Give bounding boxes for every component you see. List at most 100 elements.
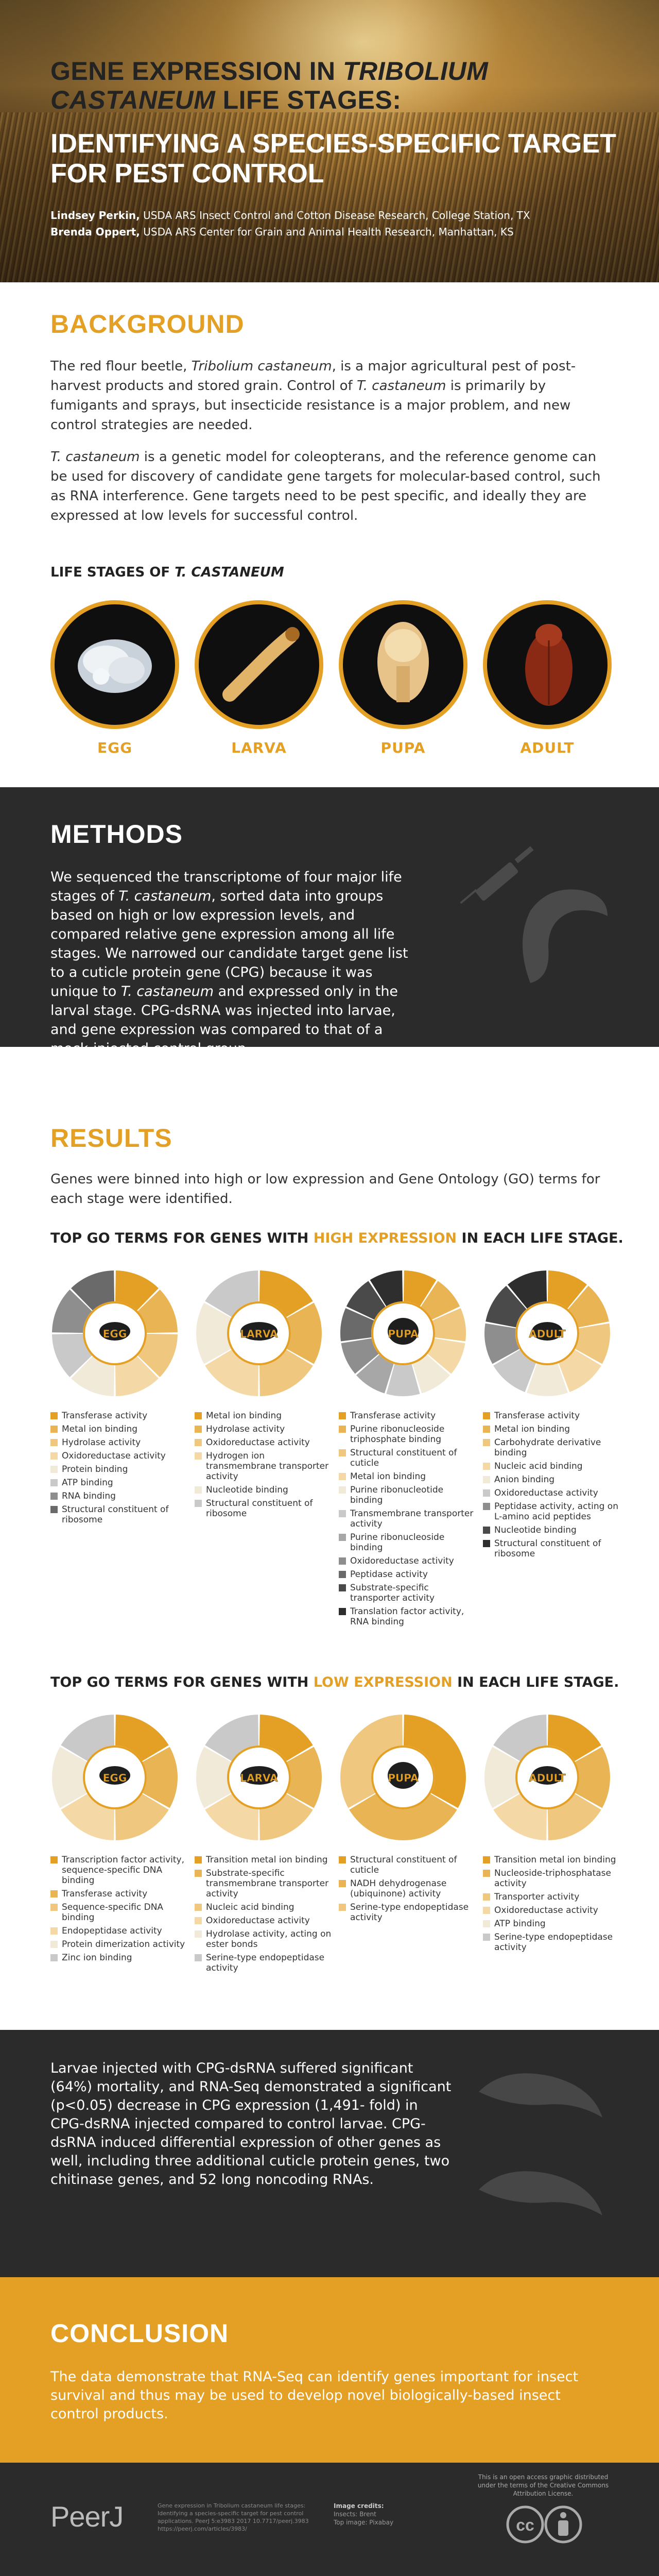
results-findings-section xyxy=(0,2030,659,2277)
legend-item: Metal ion binding xyxy=(483,1424,622,1434)
donut-slice xyxy=(137,1290,178,1333)
high-donut-pupa: PUPA xyxy=(340,1270,466,1396)
legend-label: Substrate-specific transporter activity xyxy=(350,1583,435,1603)
legend-swatch xyxy=(339,1486,346,1494)
donut-slice xyxy=(205,1349,259,1396)
legend-label: Transporter activity xyxy=(494,1892,580,1902)
conclusion-heading: CONCLUSION xyxy=(50,2319,229,2348)
donut-slice xyxy=(205,1270,259,1317)
legend-swatch xyxy=(339,1449,346,1456)
low-legend-pupa: Structural constituent of cuticle NADH de… xyxy=(339,1855,478,1926)
cc-by-license-icon[interactable]: cc xyxy=(506,2504,583,2545)
legend-label: Protein dimerization activity xyxy=(62,1939,185,1950)
license-text: This is an open access graphic distribut… xyxy=(477,2473,609,2497)
conclusion-paragraph: The data demonstrate that RNA-Seq can id… xyxy=(50,2369,579,2422)
legend-item: Zinc ion binding xyxy=(50,1953,189,1963)
donut-slice xyxy=(340,1308,374,1342)
high-legend-egg: Transferase activity Metal ion binding Hyd… xyxy=(50,1411,189,1528)
legend-item: Protein dimerization activity xyxy=(50,1939,189,1950)
legend-label: Carbohydrate derivative binding xyxy=(494,1437,601,1458)
legend-item: Nucleic acid binding xyxy=(483,1461,622,1471)
legend-swatch xyxy=(483,1893,490,1901)
legend-item: Purine ribonucleoside triphosphate bindi… xyxy=(339,1424,478,1445)
legend-label: Metal ion binding xyxy=(350,1471,426,1482)
legend-item: Transcription factor activity, sequence-… xyxy=(50,1855,189,1886)
background-paragraph-1: The red flour beetle, Tribolium castaneu… xyxy=(50,359,576,433)
larva-silhouettes-icon xyxy=(479,2073,602,2215)
legend-label: Transferase activity xyxy=(494,1411,580,1421)
donut-slice xyxy=(526,1363,568,1396)
high-expression-heading: TOP GO TERMS FOR GENES WITH HIGH EXPRESS… xyxy=(50,1230,623,1246)
legend-swatch xyxy=(483,1870,490,1877)
legend-swatch xyxy=(483,1426,490,1433)
legend-label: Hydrogen ion transmembrane transporter a… xyxy=(206,1451,329,1482)
legend-label: Metal ion binding xyxy=(62,1424,138,1434)
author-1: Lindsey Perkin, USDA ARS Insect Control … xyxy=(50,209,530,222)
legend-label: Transmembrane transporter activity xyxy=(350,1509,474,1529)
wheat-field-image xyxy=(0,112,659,282)
legend-label: Purine ribonucleotide binding xyxy=(350,1485,444,1505)
legend-swatch xyxy=(339,1880,346,1887)
legend-swatch xyxy=(483,1527,490,1534)
legend-swatch xyxy=(483,1463,490,1470)
legend-label: Peptidase activity, acting on L-amino ac… xyxy=(494,1501,618,1522)
high-legend-larva: Metal ion binding Hydrolase activity Oxido… xyxy=(195,1411,334,1522)
legend-swatch xyxy=(339,1571,346,1578)
peerj-logo[interactable]: PeerJ xyxy=(50,2500,124,2533)
legend-label: Zinc ion binding xyxy=(62,1953,132,1963)
legend-swatch xyxy=(339,1608,346,1615)
donut-slice xyxy=(493,1793,547,1840)
legend-label: Oxidoreductase activity xyxy=(206,1437,310,1448)
legend-label: Purine ribonucleoside binding xyxy=(350,1532,445,1553)
stage-egg: EGG xyxy=(50,600,179,756)
legend-label: Oxidoreductase activity xyxy=(62,1451,166,1461)
legend-label: Endopeptidase activity xyxy=(62,1926,162,1936)
background-paragraph-2: T. castaneum is a genetic model for cole… xyxy=(50,449,601,523)
donut-slice xyxy=(493,1349,536,1393)
author-2: Brenda Oppert, USDA ARS Center for Grain… xyxy=(50,226,514,238)
legend-item: Transmembrane transporter activity xyxy=(339,1509,478,1529)
donut-slice xyxy=(205,1793,259,1840)
donut-slice xyxy=(370,1270,403,1307)
results-paragraph: Genes were binned into high or low expre… xyxy=(50,1172,600,1207)
legend-item: Carbohydrate derivative binding xyxy=(483,1437,622,1458)
donut-slice xyxy=(196,1747,231,1808)
legend-item: Structural constituent of ribosome xyxy=(50,1504,189,1525)
donut-slice xyxy=(340,1715,403,1808)
adult-beetle-photo xyxy=(483,600,612,729)
donut-slice xyxy=(52,1333,92,1377)
results-findings-paragraph: Larvae injected with CPG-dsRNA suffered … xyxy=(50,2060,452,2188)
donut-stage-label: ADULT xyxy=(529,1328,566,1340)
stage-silhouette-icon xyxy=(240,1322,278,1341)
legend-item: Peptidase activity, acting on L-amino ac… xyxy=(483,1501,622,1522)
legend-swatch xyxy=(339,1584,346,1591)
low-donut-egg: EGG xyxy=(52,1715,178,1840)
legend-label: Structural constituent of ribosome xyxy=(206,1498,313,1519)
legend-label: Sequence-specific DNA binding xyxy=(62,1902,164,1923)
donut-slice xyxy=(341,1338,379,1374)
legend-item: Metal ion binding xyxy=(339,1471,478,1482)
legend-item: Serine-type endopeptidase activity xyxy=(483,1932,622,1953)
author-list: Lindsey Perkin, USDA ARS Insect Control … xyxy=(50,207,617,240)
svg-text:cc: cc xyxy=(516,2516,534,2534)
legend-label: Transferase activity xyxy=(350,1411,436,1421)
citation-text[interactable]: Gene expression in Tribolium castaneum l… xyxy=(158,2502,309,2532)
legend-swatch xyxy=(50,1954,58,1961)
legend-label: Serine-type endopeptidase activity xyxy=(350,1902,469,1923)
legend-label: Structural constituent of ribosome xyxy=(62,1504,169,1525)
legend-swatch xyxy=(339,1534,346,1541)
legend-item: Anion binding xyxy=(483,1475,622,1485)
legend-item: Nucleotide binding xyxy=(483,1525,622,1535)
footer xyxy=(0,2463,659,2576)
legend-item: Purine ribonucleotide binding xyxy=(339,1485,478,1505)
donut-stage-label: LARVA xyxy=(240,1328,278,1340)
donut-slice xyxy=(52,1747,87,1808)
donut-slice xyxy=(115,1270,159,1311)
legend-swatch xyxy=(195,1412,202,1419)
legend-swatch xyxy=(50,1941,58,1948)
donut-stage-label: LARVA xyxy=(240,1772,278,1784)
larva-silhouette-icon xyxy=(523,889,608,983)
life-stages-heading: LIFE STAGES OF T. CASTANEUM xyxy=(50,565,284,580)
low-donut-adult: ADULT xyxy=(484,1715,610,1840)
high-donut-larva: LARVA xyxy=(196,1270,322,1396)
